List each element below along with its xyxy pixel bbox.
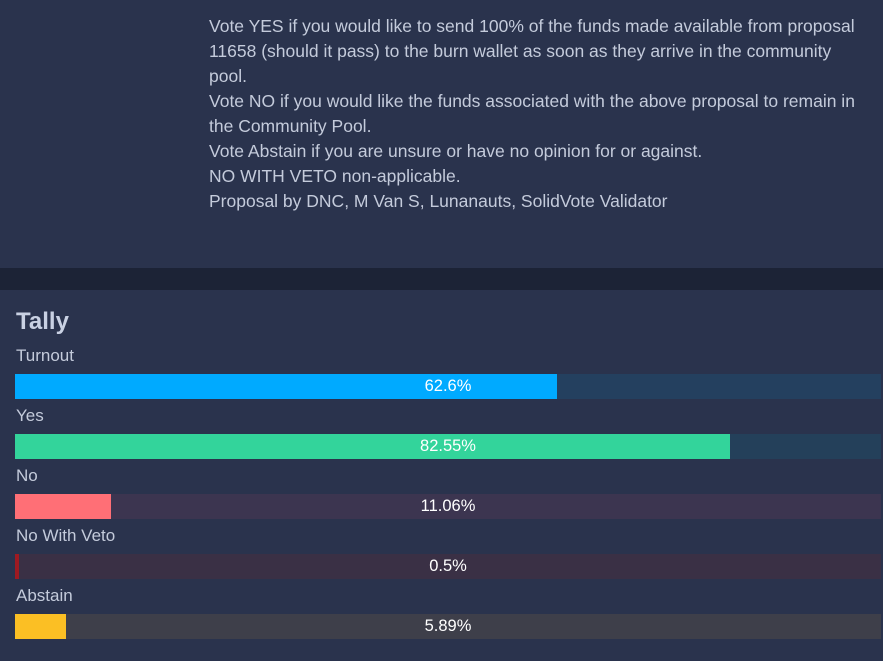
turnout-value: 62.6%	[424, 377, 472, 395]
tally-card: Tally Turnout 62.6% Yes 82.55% No 11.06%…	[0, 290, 883, 661]
yes-label: Yes	[16, 406, 44, 425]
description-line-veto: NO WITH VETO non-applicable.	[209, 166, 461, 186]
abstain-label: Abstain	[16, 586, 73, 605]
description-line-vote-abstain: Vote Abstain if you are unsure or have n…	[209, 141, 703, 161]
no-value: 11.06%	[420, 497, 476, 515]
description-line-vote-yes: Vote YES if you would like to send 100% …	[209, 16, 855, 86]
turnout-bar-fill	[15, 374, 557, 399]
yes-bar-fill	[15, 434, 730, 459]
proposal-description: Vote YES if you would like to send 100% …	[209, 14, 869, 214]
abstain-bar-fill	[15, 614, 66, 639]
tally-title: Tally	[16, 308, 69, 335]
no-with-veto-bar: 0.5%	[15, 554, 881, 579]
proposal-description-card: Vote YES if you would like to send 100% …	[0, 0, 883, 268]
no-label: No	[16, 466, 38, 485]
description-line-vote-no: Vote NO if you would like the funds asso…	[209, 91, 855, 136]
no-bar-fill	[15, 494, 111, 519]
section-divider	[0, 268, 883, 290]
no-with-veto-label: No With Veto	[16, 526, 116, 545]
description-line-proposers: Proposal by DNC, M Van S, Lunanauts, Sol…	[209, 191, 668, 211]
no-with-veto-bar-fill	[15, 554, 19, 579]
turnout-bar: 62.6%	[15, 374, 881, 399]
yes-value: 82.55%	[420, 437, 476, 455]
yes-bar: 82.55%	[15, 434, 881, 459]
no-with-veto-value: 0.5%	[429, 557, 467, 575]
turnout-label: Turnout	[16, 346, 74, 365]
abstain-value: 5.89%	[424, 617, 472, 635]
no-bar: 11.06%	[15, 494, 881, 519]
abstain-bar: 5.89%	[15, 614, 881, 639]
